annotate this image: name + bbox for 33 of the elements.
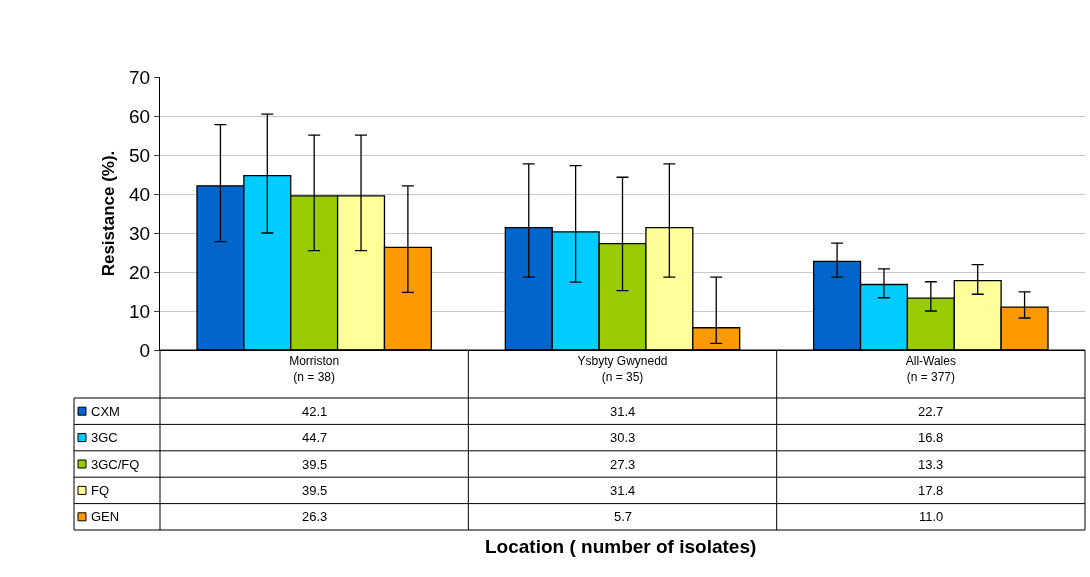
y-tick-label: 10 — [129, 300, 151, 322]
x-tick-label: Ysbyty Gwynedd (n = 35) — [577, 354, 668, 384]
y-tick-label: 0 — [139, 339, 151, 361]
data-label: 39.5 — [302, 483, 328, 498]
y-tick-label: 30 — [129, 222, 151, 244]
data-label: 44.7 — [302, 430, 328, 445]
data-label: 16.8 — [918, 430, 944, 445]
data-label: 31.4 — [610, 483, 636, 498]
y-tick-label: 50 — [129, 144, 151, 166]
data-label: 11.0 — [919, 509, 944, 524]
data-label: 17.8 — [918, 483, 944, 498]
data-label: 30.3 — [610, 430, 636, 445]
x-tick-label: All-Wales (n = 377) — [905, 354, 956, 384]
data-label: 42.1 — [302, 404, 328, 419]
y-axis-title: Resistance (%). — [98, 150, 118, 277]
data-label: 22.7 — [918, 404, 944, 419]
data-label: 39.5 — [302, 457, 328, 472]
y-tick-label: 20 — [129, 261, 151, 283]
x-tick-label: Morriston (n = 38) — [289, 354, 340, 384]
data-label: 26.3 — [302, 509, 328, 524]
data-label: 31.4 — [610, 404, 636, 419]
legend-label: CXM — [91, 404, 120, 419]
legend-label: 3GC/FQ — [91, 457, 140, 472]
data-label: 13.3 — [918, 457, 944, 472]
legend-label: 3GC — [91, 430, 118, 445]
y-tick-label: 60 — [129, 105, 151, 127]
legend-label: GEN — [91, 509, 120, 524]
text: Location ( number of isolates) — [485, 536, 757, 557]
legend-label: FQ — [91, 483, 110, 498]
data-label: 5.7 — [614, 509, 633, 524]
y-tick-label: 40 — [129, 183, 151, 205]
y-tick-label: 70 — [129, 66, 151, 88]
data-label: 27.3 — [610, 457, 636, 472]
